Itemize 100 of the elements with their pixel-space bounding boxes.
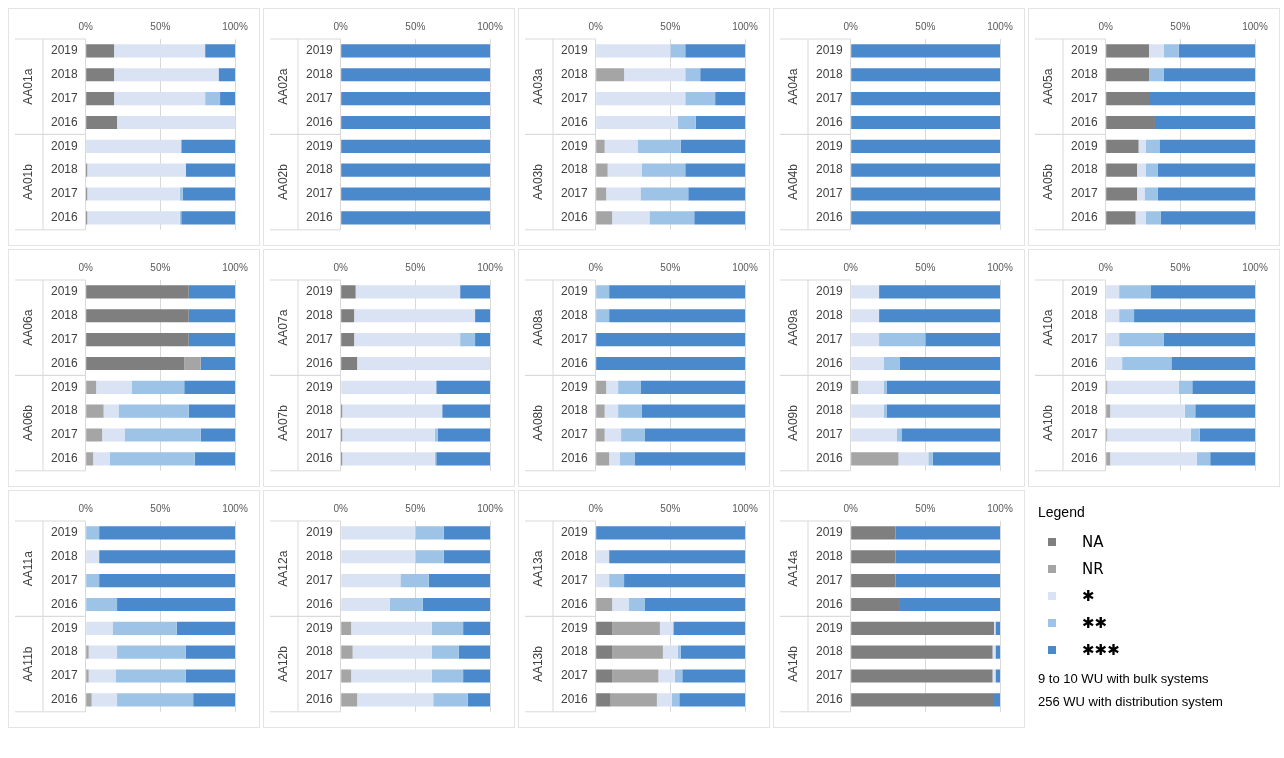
bar	[1210, 452, 1255, 466]
text: AA12b	[276, 645, 291, 683]
bar	[443, 526, 490, 540]
bar	[341, 693, 358, 707]
x-tick-label: 100%	[732, 20, 758, 32]
bar	[1144, 187, 1158, 201]
bar	[467, 693, 490, 707]
y-tick-label: 2018	[815, 67, 844, 82]
bar	[431, 645, 459, 659]
bar	[851, 333, 880, 347]
y-tick-label: 2016	[1070, 114, 1099, 129]
y-tick-label: 2017	[815, 90, 844, 105]
bar	[901, 428, 1000, 442]
x-tick-label: 100%	[477, 20, 503, 32]
bar	[628, 597, 645, 612]
bar	[437, 428, 490, 442]
y-tick-label: 2018	[1070, 162, 1099, 177]
bar	[895, 526, 1000, 540]
bar	[640, 187, 689, 201]
x-tick-label: 100%	[222, 20, 248, 32]
bar	[1106, 44, 1149, 58]
y-tick-label: 2018	[50, 162, 79, 177]
text: AA03b	[531, 163, 546, 201]
bar	[1192, 380, 1255, 394]
bar	[86, 526, 100, 540]
bar	[851, 526, 896, 540]
bar	[851, 404, 884, 418]
y-tick-label: 2018	[305, 308, 334, 323]
y-tick-label: 2018	[815, 162, 844, 177]
bar	[86, 550, 100, 564]
bar	[114, 92, 206, 106]
y-tick-label: 2019	[50, 138, 79, 153]
bar	[851, 309, 880, 323]
bar	[86, 309, 189, 323]
y-tick-label: 2017	[1070, 331, 1099, 346]
bar	[682, 669, 745, 683]
bar	[87, 163, 186, 177]
x-tick-label: 50%	[915, 20, 936, 32]
bar	[1150, 285, 1255, 299]
bar	[1106, 404, 1111, 418]
y-tick-label: 2018	[815, 549, 844, 564]
bar	[1106, 333, 1120, 347]
bar	[685, 68, 701, 82]
bar	[188, 285, 235, 299]
y-tick-label: 2016	[560, 114, 589, 129]
bar	[1163, 68, 1255, 82]
x-tick-label: 0%	[78, 20, 94, 32]
bar	[700, 68, 745, 82]
x-tick-label: 0%	[588, 20, 604, 32]
bar	[596, 380, 607, 394]
x-tick-label: 0%	[1098, 261, 1114, 273]
y-tick-label: 2017	[50, 90, 79, 105]
y-tick-label: 2016	[50, 451, 79, 466]
y-tick-label: 2017	[305, 186, 334, 201]
y-tick-label: 2017	[1070, 186, 1099, 201]
bar	[342, 404, 443, 418]
y-tick-label: 2017	[50, 427, 79, 442]
bar	[879, 333, 926, 347]
bar	[220, 92, 235, 106]
bar	[1196, 452, 1211, 466]
bar	[619, 452, 635, 466]
legend-label: ✱	[1082, 586, 1095, 605]
y-tick-label: 2016	[815, 451, 844, 466]
bar	[357, 356, 490, 371]
bar	[341, 333, 355, 347]
bar	[443, 550, 490, 564]
bar	[341, 526, 416, 540]
bar	[1178, 380, 1193, 394]
bar	[932, 452, 1000, 466]
bar	[86, 574, 100, 588]
bar	[354, 309, 476, 323]
text: AA11b	[21, 646, 36, 682]
bar	[200, 356, 235, 371]
bar	[1178, 44, 1255, 58]
bar	[604, 404, 619, 418]
y-tick-label: 2016	[50, 114, 79, 129]
bar	[715, 92, 745, 106]
bar	[851, 428, 897, 442]
y-tick-label: 2019	[560, 138, 589, 153]
y-tick-label: 2019	[305, 379, 334, 394]
bar	[596, 211, 613, 225]
bar	[181, 139, 235, 153]
bar	[86, 645, 89, 659]
bar	[86, 404, 104, 418]
bar	[895, 550, 1000, 564]
bar	[851, 550, 896, 564]
x-tick-label: 50%	[660, 20, 681, 32]
bar	[1107, 428, 1191, 442]
bar	[341, 285, 356, 299]
y-tick-label: 2018	[560, 162, 589, 177]
y-tick-label: 2017	[50, 186, 79, 201]
bar	[436, 452, 490, 466]
x-tick-label: 100%	[987, 502, 1013, 514]
bar	[851, 669, 993, 683]
bar	[351, 621, 432, 635]
bar	[674, 669, 683, 683]
bar	[596, 452, 610, 466]
x-tick-label: 0%	[333, 502, 349, 514]
bar	[1190, 428, 1200, 442]
y-tick-label: 2016	[1070, 355, 1099, 370]
